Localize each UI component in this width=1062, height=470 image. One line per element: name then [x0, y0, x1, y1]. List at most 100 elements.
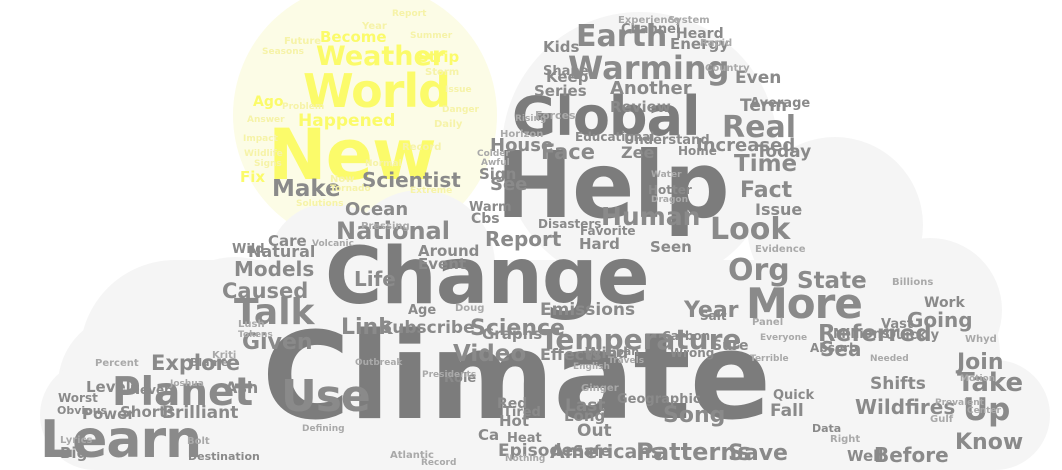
word-save: Save — [728, 441, 788, 466]
word-absorb: Absorb — [810, 341, 858, 355]
word-sun-small-2: Seasons — [262, 47, 304, 57]
word-explore: Explore — [151, 351, 241, 375]
word-world: World — [303, 64, 451, 118]
word-sun-small-20: Report — [392, 9, 427, 19]
word-sun-small-8: Answer — [247, 115, 285, 125]
word-presidents: Presidents — [422, 370, 477, 380]
word-everyone: Everyone — [760, 333, 808, 343]
word-vast: Vast — [881, 317, 914, 332]
word-before: Before — [874, 443, 949, 467]
word-become: Become — [320, 28, 387, 46]
word-horizon: Horizon — [500, 129, 544, 140]
word-atlantic: Atlantic — [390, 450, 434, 461]
word-weather: Weather — [316, 41, 446, 72]
word-sure: Sure — [712, 338, 749, 354]
word-doug: Doug — [455, 303, 485, 314]
word-join: Join — [957, 350, 1004, 375]
word-increased: Increased — [696, 135, 796, 156]
word-state: State — [797, 268, 867, 294]
word-billions: Billions — [892, 277, 934, 288]
word-nothing: Nothing — [505, 454, 546, 464]
word-talk: Talk — [234, 292, 315, 333]
word-sun-small-10: Wildlife — [244, 149, 283, 159]
word-energy: Energy — [670, 35, 730, 53]
word-tokens: Tokens — [238, 330, 273, 340]
word-gulf: Gulf — [930, 414, 954, 425]
word-hot: Hot — [499, 412, 530, 430]
word-blame: Blame — [190, 356, 229, 369]
word-wild: Wild — [232, 242, 265, 257]
word-work: Work — [924, 295, 965, 311]
word-time: Time — [734, 151, 798, 177]
word-awful: Awful — [481, 158, 510, 168]
word-another: Another — [610, 78, 692, 99]
word-keep: Keep — [546, 68, 589, 86]
word-percent: Percent — [95, 358, 139, 369]
word-models: Models — [234, 257, 315, 281]
word-sun-small-4: Storm — [425, 67, 460, 78]
word-kids: Kids — [543, 38, 580, 56]
word-worst: Worst — [58, 391, 98, 405]
word-emissions: Emissions — [540, 300, 636, 320]
word-care: Care — [268, 232, 307, 250]
word-see: See — [490, 174, 528, 195]
word-panel: Panel — [752, 317, 784, 328]
word-use: Use — [281, 371, 371, 422]
word-scientist: Scientist — [362, 168, 461, 192]
word-joshua: Joshua — [170, 379, 204, 389]
word-episode: Episode — [498, 441, 574, 461]
word-org: Org — [728, 253, 790, 288]
word-even: Even — [735, 68, 782, 88]
word-americans: Americans — [550, 441, 663, 463]
word-national: National — [336, 217, 450, 245]
word-life: Life — [354, 267, 396, 291]
word-educational: Educational — [575, 130, 655, 144]
word-sun-small-14: Solutions — [296, 199, 344, 209]
word-wind: Wind — [585, 344, 629, 362]
word-issue: Issue — [755, 200, 803, 219]
word-kriti: Kriti — [212, 350, 237, 361]
word-given: Given — [242, 330, 313, 355]
word-sun-small-12: Normal — [365, 159, 402, 169]
word-global: Global — [512, 85, 701, 148]
word-graphs: Graphs — [482, 325, 543, 343]
word-sun-small-1: Future — [284, 36, 322, 47]
word-sun-small-17: Year — [362, 21, 387, 32]
word-series: Series — [534, 82, 587, 100]
word-sun-small-7: Problem — [282, 102, 325, 112]
word-terrible: Terrible — [750, 354, 789, 364]
word-english: English — [573, 362, 610, 372]
word-last: Last — [565, 396, 606, 416]
cloud-shape — [40, 12, 1050, 470]
word-ash: Ash — [225, 378, 259, 397]
word-report: Report — [485, 227, 562, 251]
word-ginger: Ginger — [581, 383, 619, 394]
word-patterns: Patterns — [636, 438, 752, 466]
word-brilliant: Brilliant — [162, 403, 239, 423]
word-event: Event — [418, 255, 467, 273]
word-carbon: Carbon — [662, 329, 711, 343]
word-zee: Zee — [621, 143, 655, 162]
word-ago: Ago — [253, 94, 284, 110]
word-red: Red — [497, 396, 528, 412]
word-millions: Millions — [833, 327, 890, 342]
word-travels: Travels — [608, 356, 645, 366]
word-sun-small-11: Extreme — [410, 186, 453, 196]
word-long: Long — [564, 407, 606, 425]
word-shorts: Shorts — [120, 403, 176, 421]
word-lyrics: Lyrics — [60, 435, 93, 446]
word-sun-small-9: Impact — [243, 134, 278, 144]
word-link: Link — [341, 315, 393, 340]
word-fix: Fix — [240, 168, 266, 186]
word-wildfires: Wildfires — [855, 395, 956, 419]
word-whyd: Whyd — [965, 334, 997, 345]
word-record: Record — [421, 458, 457, 468]
word-needed: Needed — [870, 354, 909, 364]
word-forces: Forces — [535, 109, 576, 122]
word-levels: Levels — [86, 378, 140, 396]
word-age: Age — [408, 303, 437, 318]
word-tired: Tired — [503, 405, 541, 420]
word-science: Science — [470, 316, 565, 341]
